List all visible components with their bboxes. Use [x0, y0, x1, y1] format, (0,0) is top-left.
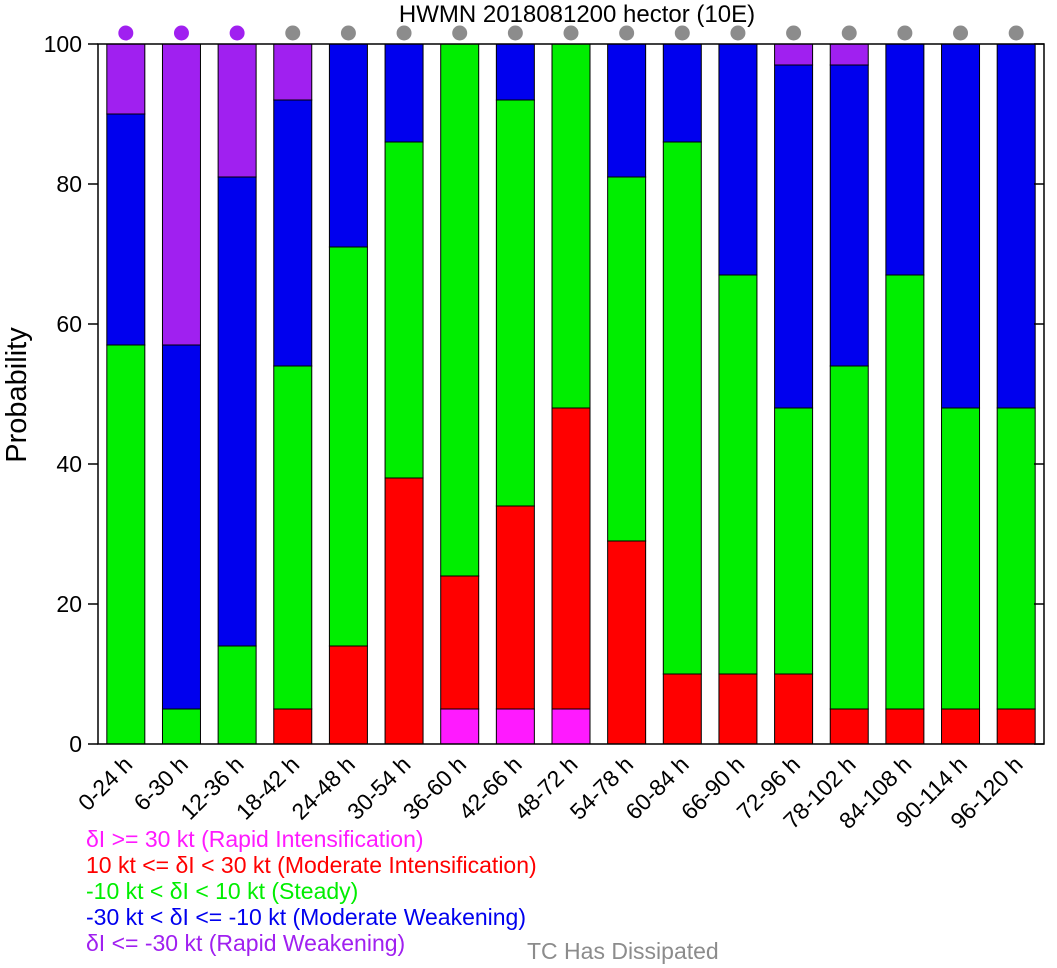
status-dot-7 — [507, 25, 523, 41]
bar-segment-3-3 — [273, 99, 313, 367]
legend-item-steady: -10 kt < δI < 10 kt (Steady) — [86, 878, 359, 904]
bar-segment-15-3 — [941, 43, 981, 409]
status-dot-4 — [340, 25, 356, 41]
bar-segment-8-2 — [551, 43, 591, 409]
bar-segment-1-4 — [161, 43, 201, 346]
bar-segment-12-2 — [774, 407, 814, 675]
bar-segment-2-3 — [217, 176, 257, 647]
legend-item-moderate-intensification: 10 kt <= δI < 30 kt (Moderate Intensific… — [86, 852, 537, 878]
x-tick-label-0: 0-24 h — [73, 751, 138, 816]
bars — [106, 43, 1036, 745]
bar-segment-11-1 — [718, 673, 758, 745]
status-dot-8 — [563, 25, 579, 41]
status-dot-15 — [953, 25, 969, 41]
status-dots — [118, 25, 1024, 41]
bar-segment-10-2 — [662, 141, 702, 675]
bar-segment-12-1 — [774, 673, 814, 745]
bar-segment-0-3 — [106, 113, 146, 346]
bar-segment-7-0 — [495, 708, 535, 745]
legend-item-moderate-weakening: -30 kt < δI <= -10 kt (Moderate Weakenin… — [86, 904, 527, 930]
bar-segment-3-4 — [273, 43, 313, 101]
bar-segment-9-2 — [607, 176, 647, 542]
y-tick-label-4: 80 — [56, 171, 82, 197]
bar-segment-1-3 — [161, 344, 201, 710]
bar-segment-13-4 — [829, 43, 869, 66]
bar-segment-12-3 — [774, 64, 814, 409]
bar-segment-11-2 — [718, 274, 758, 675]
bar-segment-5-3 — [384, 43, 424, 143]
bar-segment-0-2 — [106, 344, 146, 745]
status-dot-9 — [619, 25, 635, 41]
status-dot-11 — [730, 25, 746, 41]
bar-segment-9-1 — [607, 540, 647, 745]
legend-item-rapid-weakening: δI <= -30 kt (Rapid Weakening) — [86, 930, 406, 956]
status-dot-16 — [1008, 25, 1024, 41]
bar-segment-8-1 — [551, 407, 591, 710]
legend-item-dissipated: TC Has Dissipated — [527, 938, 719, 964]
chart-title: HWMN 2018081200 hector (10E) — [399, 1, 755, 28]
bar-segment-15-2 — [941, 407, 981, 710]
bar-segment-3-2 — [273, 365, 313, 710]
bar-segment-2-4 — [217, 43, 257, 178]
legend-item-rapid-intensification: δI >= 30 kt (Rapid Intensification) — [86, 826, 424, 852]
bar-segment-12-4 — [774, 43, 814, 66]
y-tick-label-0: 0 — [69, 731, 82, 757]
bar-segment-1-2 — [161, 708, 201, 745]
bar-segment-6-1 — [440, 575, 480, 710]
bar-segment-6-0 — [440, 708, 480, 745]
bar-segment-16-3 — [996, 43, 1036, 409]
bar-segment-13-1 — [829, 708, 869, 745]
status-dot-3 — [285, 25, 301, 41]
bar-segment-16-1 — [996, 708, 1036, 745]
plot-frame — [97, 43, 1045, 745]
legend: δI >= 30 kt (Rapid Intensification) 10 k… — [86, 826, 537, 956]
bar-segment-7-2 — [495, 99, 535, 507]
status-dot-2 — [229, 25, 245, 41]
status-dot-5 — [396, 25, 412, 41]
status-dot-14 — [897, 25, 913, 41]
bar-segment-10-3 — [662, 43, 702, 143]
y-tick-label-1: 20 — [56, 591, 82, 617]
bar-segment-4-1 — [328, 645, 368, 745]
status-dot-6 — [452, 25, 468, 41]
bar-segment-4-3 — [328, 43, 368, 248]
status-dot-0 — [118, 25, 134, 41]
bar-segment-13-3 — [829, 64, 869, 367]
y-tick-label-5: 100 — [44, 31, 82, 57]
bar-segment-16-2 — [996, 407, 1036, 710]
y-tick-label-3: 60 — [56, 311, 82, 337]
bar-segment-7-1 — [495, 505, 535, 710]
bar-segment-9-3 — [607, 43, 647, 178]
bar-segment-0-4 — [106, 43, 146, 115]
bar-segment-5-1 — [384, 477, 424, 745]
y-axis-label: Probability — [1, 327, 33, 463]
bar-segment-7-3 — [495, 43, 535, 101]
bar-segment-4-2 — [328, 246, 368, 647]
status-dot-13 — [841, 25, 857, 41]
bar-segment-14-3 — [885, 43, 925, 276]
bar-segment-15-1 — [941, 708, 981, 745]
y-tick-label-2: 40 — [56, 451, 82, 477]
status-dot-12 — [786, 25, 802, 41]
bar-segment-5-2 — [384, 141, 424, 479]
bar-segment-2-2 — [217, 645, 257, 745]
bar-segment-14-2 — [885, 274, 925, 710]
status-dot-10 — [674, 25, 690, 41]
bar-segment-10-1 — [662, 673, 702, 745]
bar-segment-6-2 — [440, 43, 480, 577]
bar-segment-8-0 — [551, 708, 591, 745]
status-dot-1 — [173, 25, 189, 41]
bar-segment-3-1 — [273, 708, 313, 745]
bar-segment-14-1 — [885, 708, 925, 745]
bar-segment-11-3 — [718, 43, 758, 276]
bar-segment-13-2 — [829, 365, 869, 710]
